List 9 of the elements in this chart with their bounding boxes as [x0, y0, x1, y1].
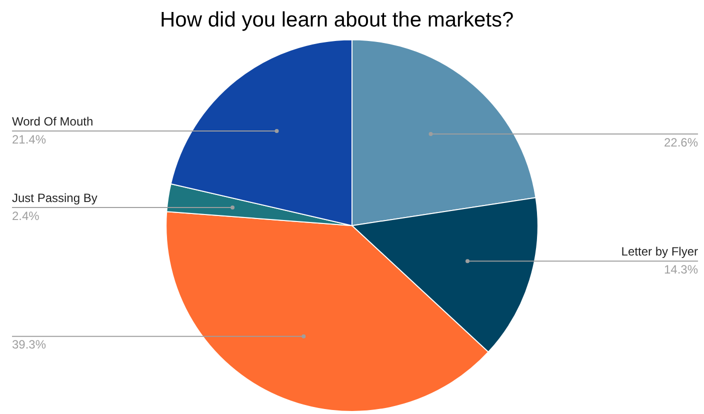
data-label: 14.3%: [664, 262, 698, 276]
data-label: 21.4%: [12, 132, 46, 146]
slice-label: Just Passing By: [12, 190, 98, 205]
data-label: 39.3%: [12, 338, 46, 352]
data-label: 22.6%: [664, 135, 698, 150]
slice-label: Letter by Flyer: [621, 244, 698, 258]
data-label: 2.4%: [12, 208, 40, 223]
chart-title: How did you learn about the markets?: [160, 8, 514, 32]
slice-label: Word Of Mouth: [12, 114, 94, 128]
